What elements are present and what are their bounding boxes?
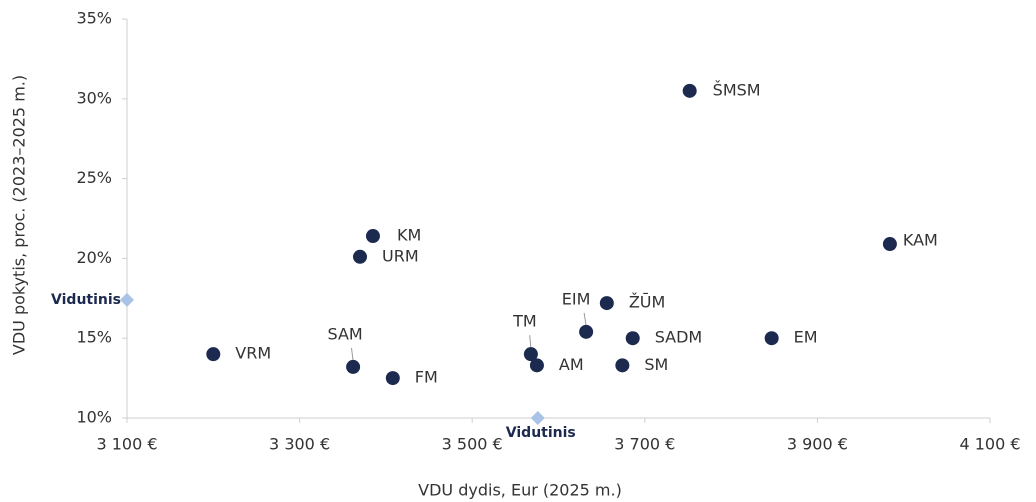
point (353, 249, 368, 264)
point (764, 331, 779, 346)
x-tick-label: 3 300 € (269, 435, 330, 454)
leader-line (351, 347, 354, 361)
y-tick-label: 10% (76, 408, 112, 427)
point-label: ŽŪM (629, 293, 665, 312)
x-tick-label: 3 700 € (614, 435, 675, 454)
x-tick-label: 4 100 € (959, 435, 1020, 454)
y-tick-label: 20% (76, 248, 112, 267)
point (206, 347, 221, 362)
point (346, 359, 361, 374)
point-label: KAM (903, 231, 938, 250)
point-label: SAM (328, 324, 363, 343)
point (579, 324, 594, 339)
point-label: KM (397, 226, 421, 245)
point (682, 83, 697, 98)
point-label: ŠMSM (713, 80, 761, 99)
y-axis-title: VDU pokytis, proc. (2023–2025 m.) (10, 75, 29, 355)
x-axis-title: VDU dydis, Eur (2025 m.) (418, 481, 622, 500)
x-tick-label: 3 500 € (442, 435, 503, 454)
x-tick-label: 3 100 € (96, 435, 157, 454)
average-y-label: Vidutinis (51, 292, 121, 308)
point (365, 229, 380, 244)
average-x-label: Vidutinis (506, 425, 576, 441)
x-tick-label: 3 900 € (787, 435, 848, 454)
point-label: VRM (235, 344, 271, 363)
point-label: AM (559, 355, 584, 374)
point-label: EIM (562, 289, 591, 308)
y-tick-label: 30% (76, 88, 112, 107)
leader-line (529, 335, 532, 349)
point-label: SM (644, 355, 668, 374)
point (882, 237, 897, 252)
point-label: SADM (655, 328, 703, 347)
point (625, 331, 640, 346)
average-y-marker (120, 292, 134, 307)
point-label: FM (415, 368, 438, 387)
average-x-marker (530, 411, 545, 425)
point (615, 358, 630, 373)
y-tick-label: 35% (76, 9, 112, 28)
y-tick-label: 15% (76, 328, 112, 347)
y-tick-label: 25% (76, 168, 112, 187)
point-label: TM (512, 312, 537, 331)
point (523, 347, 538, 362)
point (529, 358, 544, 373)
point-label: URM (382, 246, 419, 265)
point (385, 371, 400, 386)
point-label: EM (794, 328, 818, 347)
leader-line (583, 312, 587, 326)
point (599, 296, 614, 311)
